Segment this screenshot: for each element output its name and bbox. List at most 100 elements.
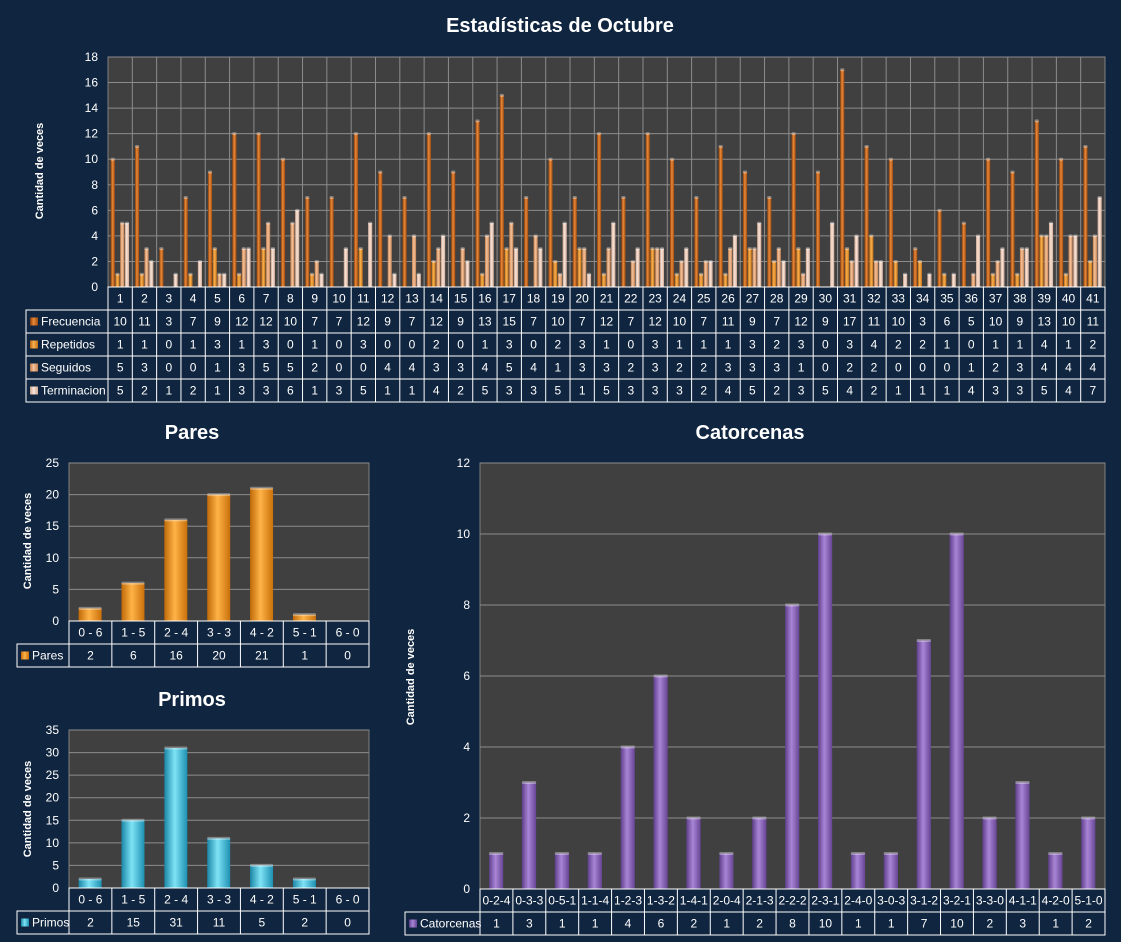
bar-cap-octubre xyxy=(791,132,796,136)
data-label-catorcenas: 1 xyxy=(855,917,862,931)
data-label-octubre: 0 xyxy=(384,338,391,352)
bar-cap-octubre xyxy=(149,259,154,263)
bar-primos-primos xyxy=(292,878,316,888)
bar-cap-octubre xyxy=(601,272,606,276)
bar-cap-catorcenas xyxy=(554,852,570,855)
bar-octubre-frecuencia xyxy=(353,133,358,287)
x-tick-label-octubre: 17 xyxy=(503,292,517,306)
bar-cap-pares xyxy=(121,581,145,585)
data-label-catorcenas: 1 xyxy=(888,917,895,931)
data-label-octubre: 5 xyxy=(749,384,756,398)
bar-octubre-frecuencia xyxy=(475,120,480,287)
data-label-octubre: 2 xyxy=(141,384,148,398)
x-tick-label-octubre: 16 xyxy=(478,292,492,306)
data-label-octubre: 1 xyxy=(190,338,197,352)
x-tick-label-octubre: 8 xyxy=(287,292,294,306)
x-tick-label-catorcenas: 3-1-2 xyxy=(910,894,938,908)
bar-cap-octubre xyxy=(937,208,942,212)
y-tick-label-catorcenas: 4 xyxy=(463,740,470,754)
bar-cap-octubre xyxy=(1059,157,1064,161)
bar-cap-octubre xyxy=(674,272,679,276)
x-tick-label-octubre: 19 xyxy=(551,292,565,306)
bar-octubre-repetidos xyxy=(917,261,923,287)
legend-label-pares: Pares xyxy=(32,649,63,663)
bar-cap-octubre xyxy=(1048,221,1054,225)
data-label-octubre: 2 xyxy=(871,384,878,398)
bar-octubre-repetidos xyxy=(1015,274,1020,287)
bar-octubre-terminacion xyxy=(684,248,689,287)
table-row-pares xyxy=(16,643,370,668)
bar-cap-octubre xyxy=(699,272,704,276)
bar-cap-octubre xyxy=(606,247,611,251)
bar-octubre-frecuencia xyxy=(937,210,942,287)
bar-octubre-seguidos xyxy=(630,261,635,287)
data-label-octubre: 4 xyxy=(725,384,732,398)
x-tick-label-octubre: 3 xyxy=(165,292,172,306)
x-tick-label-octubre: 23 xyxy=(648,292,662,306)
bar-octubre-terminacion xyxy=(246,248,251,287)
bar-cap-octubre xyxy=(509,221,514,225)
data-label-octubre: 1 xyxy=(141,338,148,352)
bar-octubre-terminacion xyxy=(1024,248,1029,287)
bar-cap-octubre xyxy=(392,272,397,276)
bar-cap-octubre xyxy=(723,272,728,276)
x-tick-label-octubre: 6 xyxy=(238,292,245,306)
bar-cap-octubre xyxy=(781,259,786,263)
y-tick-label-octubre: 16 xyxy=(85,76,99,90)
data-label-octubre: 2 xyxy=(773,338,780,352)
bar-catorcenas-catorcenas xyxy=(719,853,734,889)
data-label-octubre: 3 xyxy=(652,384,659,398)
data-label-octubre: 3 xyxy=(263,384,270,398)
data-label-octubre: 2 xyxy=(1089,338,1096,352)
data-label-octubre: 10 xyxy=(284,315,298,329)
data-label-octubre: 2 xyxy=(311,361,318,375)
bar-catorcenas-catorcenas xyxy=(817,534,833,889)
bar-cap-octubre xyxy=(986,157,991,161)
bar-octubre-seguidos xyxy=(411,235,417,287)
data-label-octubre: 3 xyxy=(506,384,513,398)
bar-cap-octubre xyxy=(246,247,251,251)
bar-octubre-repetidos xyxy=(942,274,947,287)
bar-catorcenas-catorcenas xyxy=(554,853,570,889)
data-label-octubre: 3 xyxy=(749,361,756,375)
bar-cap-octubre xyxy=(635,247,640,251)
bar-cap-octubre xyxy=(655,247,660,251)
bar-cap-octubre xyxy=(650,247,655,251)
y-tick-label-pares: 25 xyxy=(46,456,60,470)
x-tick-label-octubre: 32 xyxy=(867,292,881,306)
x-tick-label-octubre: 39 xyxy=(1038,292,1052,306)
data-label-octubre: 3 xyxy=(798,384,805,398)
x-tick-label-octubre: 34 xyxy=(916,292,930,306)
bar-cap-octubre xyxy=(597,132,602,136)
bar-cap-octubre xyxy=(159,247,164,251)
bar-cap-primos xyxy=(121,818,145,822)
data-label-octubre: 2 xyxy=(700,384,707,398)
x-tick-label-catorcenas: 3-3-0 xyxy=(976,894,1004,908)
data-label-pares: 1 xyxy=(301,649,308,663)
data-label-octubre: 4 xyxy=(846,384,853,398)
bar-octubre-repetidos xyxy=(893,261,898,287)
bar-catorcenas-catorcenas xyxy=(785,605,800,889)
data-label-octubre: 6 xyxy=(944,315,951,329)
chart-title-octubre: Estadísticas de Octubre xyxy=(446,15,674,37)
data-label-pares: 21 xyxy=(255,649,269,663)
y-tick-label-octubre: 2 xyxy=(91,254,98,268)
bar-cap-octubre xyxy=(869,234,874,238)
bar-catorcenas-catorcenas xyxy=(752,818,767,889)
bar-octubre-frecuencia xyxy=(402,197,407,287)
bar-cap-octubre xyxy=(115,272,120,276)
bar-octubre-frecuencia xyxy=(548,159,553,287)
bar-octubre-terminacion xyxy=(635,248,640,287)
bar-cap-octubre xyxy=(329,196,334,200)
bar-cap-octubre xyxy=(728,247,733,251)
bar-octubre-repetidos xyxy=(577,248,582,287)
bar-octubre-seguidos xyxy=(1092,235,1097,287)
data-label-primos: 31 xyxy=(169,916,183,930)
data-label-catorcenas: 2 xyxy=(987,917,994,931)
bar-cap-octubre xyxy=(878,259,883,263)
x-tick-label-pares: 0 - 6 xyxy=(78,626,102,640)
legend-label-octubre: Repetidos xyxy=(41,338,95,352)
x-tick-label-pares: 5 - 1 xyxy=(293,626,317,640)
bar-cap-octubre xyxy=(1044,234,1049,238)
bar-cap-octubre xyxy=(1063,272,1068,276)
